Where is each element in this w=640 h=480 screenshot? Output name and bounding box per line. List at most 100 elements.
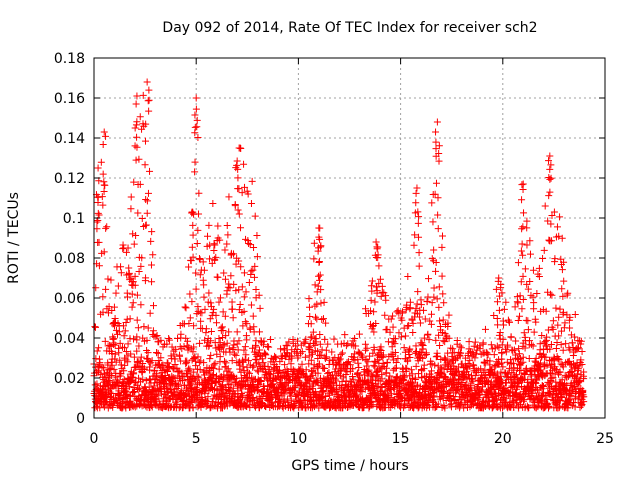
data-point (193, 372, 201, 380)
data-point (418, 340, 426, 348)
data-point (492, 285, 500, 293)
data-point (94, 367, 102, 375)
data-point (449, 377, 457, 385)
data-point (514, 259, 522, 267)
data-point (525, 354, 533, 362)
data-point (220, 269, 228, 277)
data-point (367, 296, 375, 304)
data-point (321, 365, 329, 373)
data-point (432, 179, 440, 187)
data-point (216, 294, 224, 302)
data-point (131, 124, 139, 132)
data-point (228, 305, 236, 313)
data-point (310, 361, 318, 369)
data-point (92, 355, 100, 363)
data-point (233, 157, 241, 165)
data-point (490, 312, 498, 320)
data-point (228, 357, 236, 365)
data-point (351, 335, 359, 343)
data-point (550, 208, 558, 216)
data-point (378, 375, 386, 383)
data-point (426, 360, 434, 368)
data-point (485, 394, 493, 402)
data-point (192, 105, 200, 113)
data-point (234, 174, 242, 182)
data-point (147, 261, 155, 269)
data-point (102, 224, 110, 232)
data-point (551, 255, 559, 263)
data-point (305, 352, 313, 360)
data-point (414, 288, 422, 296)
data-point (438, 243, 446, 251)
data-point (99, 140, 107, 148)
data-point (150, 382, 158, 390)
data-point (556, 368, 564, 376)
data-point (180, 342, 188, 350)
data-point (532, 354, 540, 362)
data-point (102, 132, 110, 140)
data-point (233, 340, 241, 348)
data-point (140, 323, 148, 331)
data-point (207, 327, 215, 335)
data-point (499, 363, 507, 371)
data-point (486, 357, 494, 365)
data-point (200, 266, 208, 274)
data-point (143, 197, 151, 205)
data-point (524, 285, 532, 293)
data-point (316, 330, 324, 338)
data-point (281, 361, 289, 369)
data-point (552, 304, 560, 312)
data-point (311, 302, 319, 310)
data-point (469, 377, 477, 385)
data-point (403, 365, 411, 373)
data-point (355, 378, 363, 386)
data-point (142, 274, 150, 282)
data-point (382, 296, 390, 304)
data-point (237, 383, 245, 391)
data-point (477, 350, 485, 358)
data-point (310, 239, 318, 247)
data-point (272, 354, 280, 362)
data-point (546, 152, 554, 160)
data-point (515, 345, 523, 353)
data-point (116, 356, 124, 364)
data-point (185, 320, 193, 328)
data-point (555, 313, 563, 321)
data-point (197, 357, 205, 365)
data-point (112, 289, 120, 297)
data-point (470, 342, 478, 350)
data-point (350, 350, 358, 358)
data-point (364, 358, 372, 366)
data-point (205, 221, 213, 229)
data-point (240, 367, 248, 375)
data-point (221, 246, 229, 254)
data-point (307, 356, 315, 364)
data-point (332, 377, 340, 385)
data-point (314, 355, 322, 363)
data-point (413, 184, 421, 192)
data-point (425, 275, 433, 283)
data-point (403, 400, 411, 408)
data-point (260, 337, 268, 345)
data-point (163, 340, 171, 348)
data-point (112, 358, 120, 366)
data-point (190, 343, 198, 351)
data-point (368, 277, 376, 285)
data-point (519, 397, 527, 405)
data-point (214, 222, 222, 230)
data-point (392, 364, 400, 372)
data-point (310, 255, 318, 263)
data-point (555, 332, 563, 340)
data-point (249, 266, 257, 274)
data-point (116, 339, 124, 347)
data-point (241, 183, 249, 191)
data-point (188, 243, 196, 251)
data-point (389, 323, 397, 331)
data-point (547, 290, 555, 298)
data-point (434, 225, 442, 233)
data-point (223, 339, 231, 347)
data-point (421, 390, 429, 398)
data-point (544, 326, 552, 334)
data-point (438, 272, 446, 280)
data-point (433, 352, 441, 360)
